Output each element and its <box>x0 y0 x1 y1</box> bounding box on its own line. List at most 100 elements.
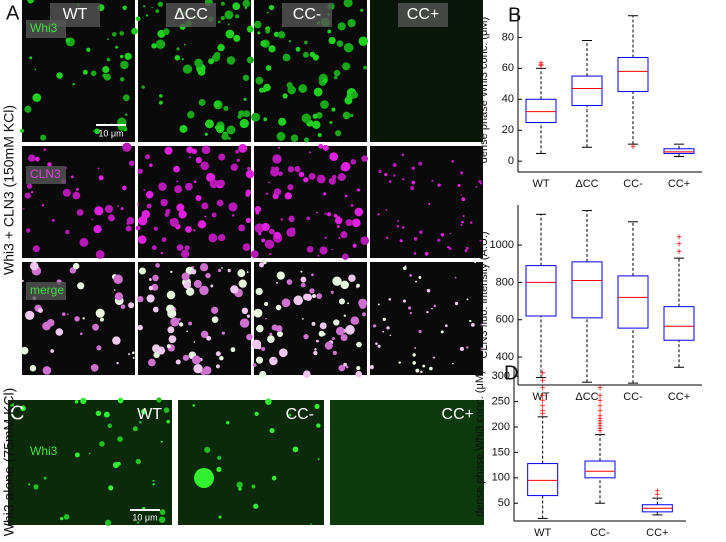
droplet <box>437 183 441 187</box>
droplet <box>235 14 240 19</box>
droplet <box>256 324 264 333</box>
outlier: + <box>597 424 603 435</box>
droplet <box>261 347 266 351</box>
droplet <box>410 186 415 191</box>
scale-label: 10 μm <box>132 512 157 522</box>
droplet <box>221 132 229 141</box>
droplet <box>159 94 163 98</box>
droplet <box>181 249 190 258</box>
droplet <box>230 285 239 294</box>
panel-letter: B <box>508 4 521 26</box>
y-tick-label: 800 <box>496 276 514 288</box>
droplet <box>251 484 256 489</box>
y-tick-label: 200 <box>492 421 510 433</box>
droplet <box>230 163 239 171</box>
y-axis-label: CLN3 fluo. intensity (A.U.) <box>478 231 490 358</box>
outlier: + <box>597 427 603 438</box>
droplet <box>276 281 278 284</box>
droplet <box>199 285 209 296</box>
droplet <box>62 188 71 197</box>
droplet <box>28 154 36 162</box>
droplet <box>186 330 188 333</box>
droplet <box>117 205 120 208</box>
droplet <box>137 168 143 174</box>
droplet <box>146 203 152 209</box>
droplet <box>268 181 270 184</box>
droplet <box>454 301 459 306</box>
droplet <box>38 308 43 313</box>
outlier: + <box>630 142 636 153</box>
droplet <box>163 407 170 413</box>
droplet <box>317 133 322 138</box>
droplet <box>151 43 157 49</box>
droplet <box>303 137 310 143</box>
droplet <box>273 231 282 240</box>
droplet <box>306 245 314 253</box>
droplet <box>179 322 184 327</box>
droplet <box>336 40 344 47</box>
droplet <box>409 311 413 315</box>
droplet <box>30 156 33 159</box>
droplet <box>152 483 155 486</box>
droplet <box>160 440 163 443</box>
droplet <box>451 362 454 365</box>
droplet <box>388 180 392 183</box>
droplet <box>411 166 415 170</box>
droplet <box>343 0 353 8</box>
droplet <box>65 229 70 235</box>
droplet <box>158 182 167 191</box>
droplet <box>301 318 304 320</box>
droplet <box>360 8 364 12</box>
droplet <box>340 231 348 239</box>
droplet <box>91 218 94 221</box>
y-tick-label: 100 <box>492 472 510 484</box>
droplet <box>193 229 196 232</box>
panel-letter: D <box>504 362 518 384</box>
droplet <box>356 341 362 348</box>
droplet <box>267 335 275 344</box>
droplet <box>278 117 287 126</box>
droplet <box>251 112 261 122</box>
droplet <box>412 361 416 365</box>
droplet <box>164 146 173 155</box>
droplet <box>275 304 282 311</box>
droplet <box>132 351 135 355</box>
droplet <box>194 468 214 488</box>
droplet <box>382 330 385 333</box>
droplet <box>183 43 186 46</box>
droplet <box>345 325 355 335</box>
droplet <box>151 283 159 291</box>
droplet <box>163 28 170 35</box>
x-tick-label: ΔCC <box>575 178 598 190</box>
droplet <box>33 484 39 490</box>
droplet <box>231 214 235 217</box>
droplet <box>120 304 126 310</box>
droplet <box>204 215 207 218</box>
droplet <box>290 134 299 142</box>
droplet <box>152 274 159 282</box>
droplet <box>333 213 338 218</box>
droplet <box>220 16 226 21</box>
droplet <box>193 180 197 184</box>
droplet <box>433 304 437 308</box>
droplet <box>363 65 368 70</box>
droplet <box>20 405 26 412</box>
droplet <box>324 341 333 350</box>
droplet <box>143 5 146 8</box>
droplet <box>148 285 154 291</box>
panel-letter: C <box>10 402 24 424</box>
droplet <box>336 224 340 228</box>
droplet <box>55 328 64 336</box>
outlier: + <box>654 490 660 501</box>
droplet <box>320 100 329 109</box>
droplet <box>167 309 177 319</box>
micrograph <box>370 262 483 375</box>
droplet <box>461 220 464 224</box>
droplet <box>218 153 226 161</box>
droplet <box>396 225 400 228</box>
droplet <box>153 226 158 231</box>
droplet <box>149 163 153 167</box>
droplet <box>122 142 132 152</box>
droplet <box>179 124 188 133</box>
panel-letter: A <box>6 2 20 24</box>
